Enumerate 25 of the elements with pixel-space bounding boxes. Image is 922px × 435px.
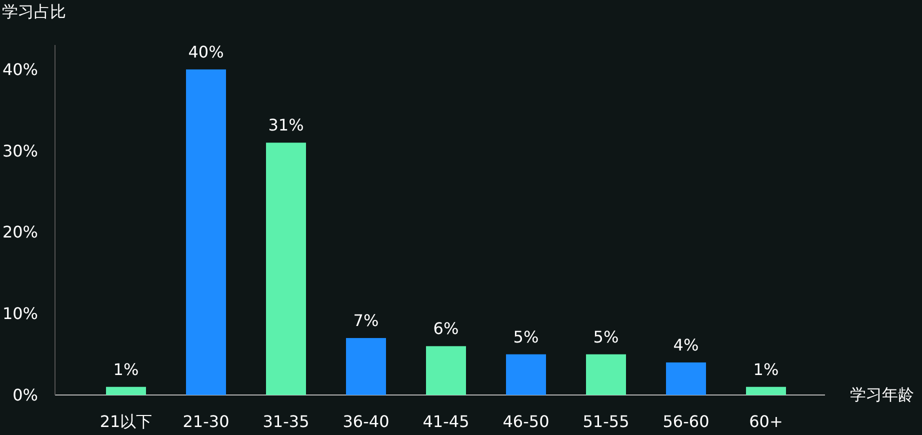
x-tick-label: 46-50 xyxy=(502,412,550,431)
x-tick-label: 56-60 xyxy=(662,412,710,431)
data-label: 7% xyxy=(353,311,379,330)
y-tick-label: 0% xyxy=(12,386,38,404)
x-tick-label: 41-45 xyxy=(422,412,470,431)
y-tick-label: 40% xyxy=(2,60,38,79)
x-tick-label: 31-35 xyxy=(262,412,310,431)
x-axis-title: 学习年龄 xyxy=(850,385,914,404)
data-label: 1% xyxy=(753,360,779,379)
data-label: 5% xyxy=(513,327,539,346)
data-label: 6% xyxy=(433,319,459,338)
data-label: 40% xyxy=(188,42,224,62)
y-tick-label: 20% xyxy=(2,222,38,242)
y-axis-title: 学习占比 xyxy=(2,2,66,21)
x-tick-label: 36-40 xyxy=(342,412,390,431)
y-tick-label: 30% xyxy=(2,141,38,160)
x-tick-label: 51-55 xyxy=(582,412,630,431)
data-label: 31% xyxy=(268,116,304,135)
data-label: 5% xyxy=(593,327,619,346)
data-label: 4% xyxy=(673,335,699,354)
data-label: 1% xyxy=(113,360,139,379)
x-tick-label: 21-30 xyxy=(182,412,230,431)
x-tick-label: 21以下 xyxy=(100,412,152,431)
x-tick-label: 60+ xyxy=(749,412,783,431)
y-tick-label: 10% xyxy=(2,304,38,324)
